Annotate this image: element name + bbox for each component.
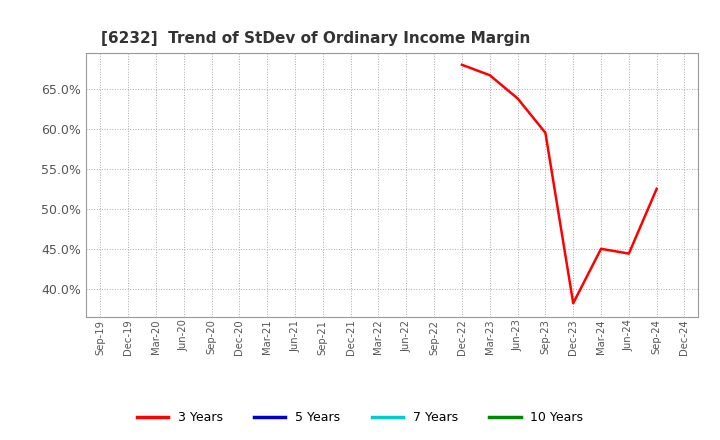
Text: [6232]  Trend of StDev of Ordinary Income Margin: [6232] Trend of StDev of Ordinary Income…: [101, 31, 530, 46]
Legend: 3 Years, 5 Years, 7 Years, 10 Years: 3 Years, 5 Years, 7 Years, 10 Years: [132, 407, 588, 429]
